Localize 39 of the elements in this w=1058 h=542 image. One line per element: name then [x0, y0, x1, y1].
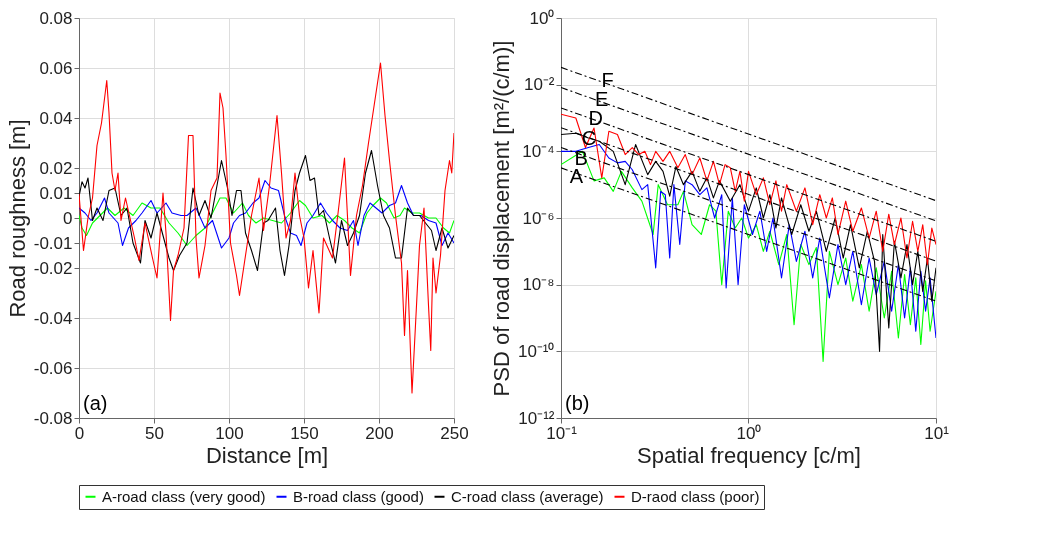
x-tick-label: 50	[145, 423, 164, 443]
x-axis-title: Spatial frequency [c/m]	[637, 442, 861, 468]
x-tick-label: 250	[440, 423, 469, 443]
x-tick-label: 150	[290, 423, 319, 443]
y-tick-label: -0.04	[33, 308, 73, 328]
legend-label: D-raod class (poor)	[631, 487, 760, 505]
y-tick-label: 10⁻²	[523, 75, 555, 95]
y-tick-label: 0.04	[39, 108, 73, 128]
line-series	[79, 62, 454, 394]
y-tick-label: 0.08	[39, 8, 73, 28]
y-tick-label: 10⁻⁸	[522, 275, 555, 295]
y-tick-label: 0.02	[39, 158, 73, 178]
line-series	[79, 149, 454, 277]
x-tick-label: 10⁰	[736, 423, 762, 443]
legend-label: A-road class (very good)	[102, 487, 266, 505]
y-tick-label: 0	[63, 208, 73, 228]
legend-label: B-road class (good)	[293, 487, 424, 505]
annotation: (a)	[83, 392, 108, 414]
y-tick-label: 10⁻⁴	[522, 141, 555, 161]
y-axis-title: PSD of road displacement [m²/(c/m)]	[488, 40, 514, 397]
x-axis-title: Distance [m]	[205, 442, 329, 468]
y-tick-label: -0.08	[33, 408, 73, 428]
legend-label: C-road class (average)	[451, 487, 604, 505]
annotation: (b)	[565, 392, 590, 414]
y-tick-label: -0.01	[33, 233, 73, 253]
y-tick-label: -0.02	[33, 258, 73, 278]
y-tick-label: -0.06	[33, 358, 73, 378]
y-tick-label: 10⁻⁶	[522, 208, 555, 228]
x-tick-label: 100	[215, 423, 244, 443]
y-axis-title: Road roughness [m]	[4, 119, 30, 318]
y-tick-label: 0.01	[39, 183, 73, 203]
annotation: A	[569, 164, 584, 187]
x-tick-label: 10¹	[924, 423, 950, 443]
y-tick-label: 0.06	[39, 58, 73, 78]
line-series	[79, 197, 454, 247]
y-tick-label: 10⁰	[529, 8, 555, 28]
x-tick-label: 200	[365, 423, 394, 443]
line-series	[79, 179, 454, 249]
y-tick-label: 10⁻¹⁰	[517, 341, 555, 361]
